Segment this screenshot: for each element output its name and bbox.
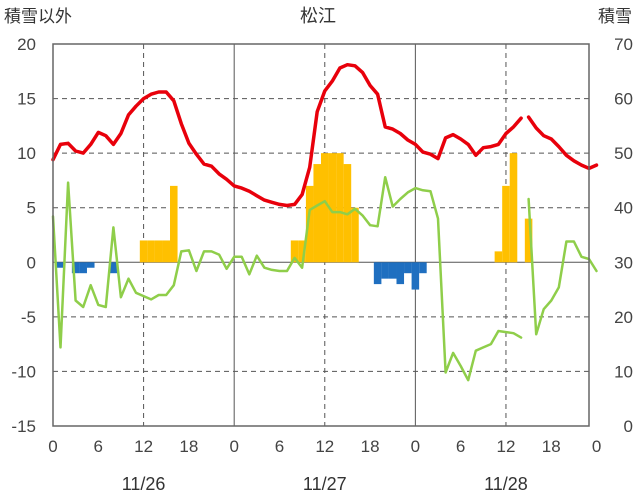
x-ticks: 0 6 12 18 0 6 12 18 0 6 12 18 0 <box>48 437 601 456</box>
right-tick-label-1: 10 <box>614 362 633 381</box>
right-tick-label-3: 30 <box>614 253 633 272</box>
x-tick-label-3: 18 <box>179 437 198 456</box>
x-tick-label-9: 6 <box>456 437 465 456</box>
x-tick-label-6: 12 <box>315 437 334 456</box>
x-tick-label-5: 6 <box>275 437 284 456</box>
left-tick-label-6: 15 <box>17 90 36 109</box>
bar-26 <box>494 251 503 263</box>
bar-27 <box>502 185 510 263</box>
bar-4 <box>109 262 118 274</box>
plot-border <box>52 43 590 427</box>
right-tick-label-4: 40 <box>614 199 633 218</box>
chart-title: 松江 <box>300 6 336 27</box>
right-tick-label-2: 20 <box>614 308 633 327</box>
series-line-3 <box>527 197 598 336</box>
left-axis-label: 積雪以外 <box>4 7 72 27</box>
date-label-2: 11/28 <box>484 474 528 494</box>
x-tick-label-10: 12 <box>496 437 515 456</box>
bar-23 <box>404 262 412 274</box>
bar-7 <box>154 240 163 263</box>
left-tick-label-5: 10 <box>17 144 36 163</box>
bar-28 <box>509 153 518 263</box>
date-label-1: 11/27 <box>303 474 347 494</box>
bar-11 <box>298 240 306 263</box>
series-line-0 <box>51 62 523 208</box>
bar-25 <box>419 262 427 274</box>
bar-3 <box>86 262 95 268</box>
x-tick-label-1: 6 <box>94 437 103 456</box>
date-labels: 11/26 11/27 11/28 <box>122 474 528 494</box>
bar-2 <box>79 262 87 274</box>
bar-19 <box>373 262 382 285</box>
bar-6 <box>147 240 155 263</box>
bar-1 <box>71 262 80 274</box>
x-tick-label-8: 0 <box>411 437 420 456</box>
left-y-ticks: -15 -10 -5 0 5 10 15 20 <box>11 35 36 436</box>
bar-22 <box>396 262 405 285</box>
x-tick-label-4: 0 <box>229 437 238 456</box>
left-tick-label-7: 20 <box>17 35 36 54</box>
bar-14 <box>321 153 329 263</box>
left-tick-label-2: -5 <box>21 308 36 327</box>
right-tick-label-0: 0 <box>624 417 633 436</box>
bar-8 <box>162 240 171 263</box>
right-tick-label-6: 60 <box>614 90 633 109</box>
left-tick-label-3: 0 <box>27 253 36 272</box>
right-tick-label-5: 50 <box>614 144 633 163</box>
bar-13 <box>313 164 321 263</box>
right-axis-label: 積雪 <box>598 7 632 27</box>
bar-12 <box>305 185 314 263</box>
x-tick-label-0: 0 <box>48 437 57 456</box>
series-line-2 <box>51 175 523 382</box>
x-tick-label-11: 18 <box>542 437 561 456</box>
right-y-ticks: 0 10 20 30 40 50 60 70 <box>614 35 633 436</box>
x-tick-label-7: 18 <box>361 437 380 456</box>
bar-21 <box>388 262 397 279</box>
left-tick-label-1: -10 <box>11 362 36 381</box>
bar-29 <box>524 218 533 263</box>
bar-9 <box>170 185 178 263</box>
bar-24 <box>411 262 420 290</box>
x-tick-label-12: 0 <box>592 437 601 456</box>
date-label-0: 11/26 <box>122 474 166 494</box>
x-tick-label-2: 12 <box>134 437 153 456</box>
series-line-1 <box>526 115 599 171</box>
bar-15 <box>328 153 337 263</box>
bar-10 <box>290 240 299 263</box>
bar-5 <box>139 240 148 263</box>
bar-16 <box>336 153 344 263</box>
left-tick-label-4: 5 <box>27 199 36 218</box>
bar-18 <box>351 207 359 263</box>
bars <box>56 153 533 290</box>
right-tick-label-7: 70 <box>614 35 633 54</box>
left-tick-label-0: -15 <box>11 417 36 436</box>
bar-0 <box>56 262 65 268</box>
bar-20 <box>381 262 389 279</box>
lines <box>51 62 599 382</box>
